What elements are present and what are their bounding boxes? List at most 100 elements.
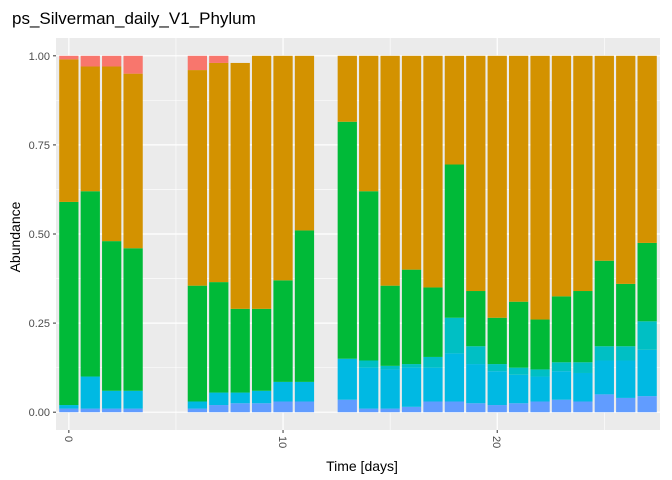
x-axis-title: Time [days] (326, 458, 398, 474)
bars (59, 55, 657, 413)
y-axis: 0.00 0.25 0.50 0.75 1.00 (29, 51, 56, 419)
bar-segment (466, 403, 486, 413)
bar-segment (80, 408, 100, 413)
bar-segment (209, 405, 229, 413)
bar-segment (466, 346, 486, 365)
bar-segment (423, 55, 443, 288)
bar-segment (102, 55, 122, 67)
bar-segment (466, 291, 486, 347)
bar-segment (59, 408, 79, 413)
bar-segment (359, 55, 379, 192)
bar-segment (487, 405, 507, 413)
bar-segment (123, 408, 143, 413)
bar-segment (123, 55, 143, 74)
bar-segment (294, 55, 315, 231)
bar-segment (530, 369, 550, 377)
bar-segment (80, 66, 100, 192)
bar-segment (444, 353, 465, 402)
bar-segment (509, 374, 529, 404)
bar-segment (444, 55, 465, 165)
bar-segment (573, 401, 593, 413)
bar-segment (616, 397, 636, 413)
y-tick-label: 0.25 (29, 318, 50, 330)
bar-segment (359, 367, 379, 409)
bar-segment (187, 401, 207, 409)
bar-segment (487, 55, 507, 318)
bar-segment (423, 401, 443, 413)
bar-segment (423, 287, 443, 357)
bar-segment (209, 55, 229, 63)
bar-segment (401, 364, 422, 368)
bar-segment (102, 241, 122, 391)
bar-segment (359, 408, 379, 413)
bar-segment (251, 390, 272, 404)
y-tick-label: 0.75 (29, 140, 50, 152)
bar-segment (487, 364, 507, 372)
bar-segment (380, 365, 400, 370)
bar-segment (401, 269, 422, 365)
bar-segment (209, 392, 229, 406)
bar-segment (209, 62, 229, 283)
bar-segment (209, 282, 229, 393)
bar-segment (594, 394, 614, 413)
bar-segment (80, 55, 100, 67)
bar-segment (573, 362, 593, 373)
bar-segment (444, 401, 465, 413)
bar-segment (509, 55, 529, 302)
y-axis-title: Abundance (7, 201, 23, 272)
bar-segment (551, 371, 572, 400)
bar-segment (102, 408, 122, 413)
bar-segment (637, 349, 657, 397)
bar-segment (573, 372, 593, 402)
bar-segment (102, 390, 122, 409)
bar-segment (594, 346, 614, 361)
bar-segment (59, 201, 79, 406)
bar-segment (230, 392, 250, 404)
bar-segment (59, 405, 79, 409)
bar-segment (123, 390, 143, 409)
bar-segment (509, 367, 529, 375)
bar-segment (230, 308, 250, 393)
bar-segment (530, 55, 550, 320)
bar-segment (294, 230, 315, 382)
bar-segment (294, 381, 315, 402)
bar-segment (551, 399, 572, 413)
bar-segment (487, 317, 507, 365)
bar-segment (573, 291, 593, 363)
bar-segment (466, 364, 486, 404)
bar-segment (401, 406, 422, 413)
y-tick-label: 1.00 (29, 51, 50, 63)
bar-segment (401, 367, 422, 407)
bar-segment (251, 403, 272, 413)
bar-segment (637, 55, 657, 243)
y-tick-label: 0.50 (29, 229, 50, 241)
bar-segment (423, 356, 443, 368)
bar-segment (187, 70, 207, 286)
bar-segment (273, 55, 293, 281)
bar-segment (616, 283, 636, 347)
bar-segment (423, 367, 443, 402)
bar-segment (123, 73, 143, 249)
bar-segment (380, 369, 400, 409)
bar-segment (551, 296, 572, 363)
bar-segment (551, 55, 572, 297)
bar-segment (573, 55, 593, 292)
bar-segment (230, 403, 250, 413)
bar-segment (337, 55, 357, 122)
bar-segment (337, 121, 357, 359)
y-tick-label: 0.00 (29, 407, 50, 419)
bar-segment (594, 360, 614, 395)
bar-segment (380, 285, 400, 366)
bar-segment (273, 280, 293, 382)
bar-segment (294, 401, 315, 413)
bar-segment (337, 358, 357, 400)
bar-segment (80, 191, 100, 377)
bar-segment (444, 164, 465, 318)
bar-segment (187, 408, 207, 413)
bar-segment (444, 317, 465, 354)
bar-segment (273, 401, 293, 413)
bar-segment (637, 396, 657, 413)
bar-segment (487, 371, 507, 406)
x-axis: 0 10 20 (62, 430, 502, 448)
